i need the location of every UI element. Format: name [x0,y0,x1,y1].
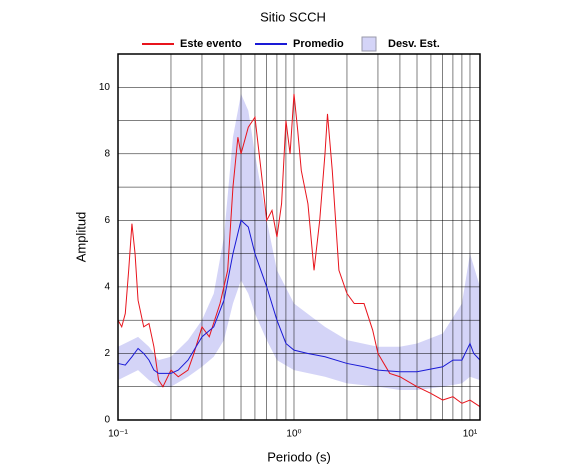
y-tick-label: 2 [104,348,110,359]
y-tick-label: 10 [99,82,111,93]
x-tick-label: 10⁰ [286,429,301,440]
series-line [117,219,481,374]
legend-label: Promedio [293,38,344,50]
std-band [118,93,480,391]
legend-swatch [361,36,377,52]
y-tick-label: 8 [104,148,110,159]
x-tick-label: 10¹ [463,429,478,440]
plot-frame [117,53,481,421]
x-tick-label: 10⁻¹ [108,429,128,440]
chart-title: Sitio SCCH [260,9,326,24]
series-line [117,93,481,408]
y-tick-label: 6 [104,215,110,226]
x-axis-title: Periodo (s) [267,449,331,464]
y-axis-title: Amplitud [73,212,88,263]
legend-label: Desv. Est. [388,38,440,50]
y-tick-label: 0 [104,415,110,426]
legend-label: Este evento [180,38,242,50]
y-tick-label: 4 [104,282,110,293]
